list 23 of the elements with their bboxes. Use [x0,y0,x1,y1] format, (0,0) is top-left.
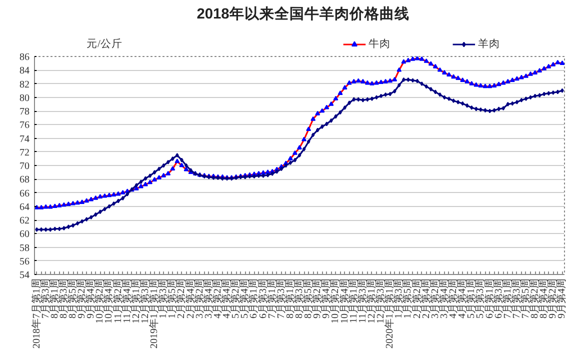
x-tick-label: 8月第3周 [293,278,305,318]
chart-title: 2018年以来全国牛羊肉价格曲线 [196,6,410,22]
legend-label: 羊肉 [478,38,500,50]
y-tick-label: 70 [20,161,30,172]
x-tick-label: 9月第4周 [556,278,568,318]
y-tick-label: 84 [20,66,30,77]
y-tick-label: 82 [20,79,30,90]
y-tick-label: 68 [20,174,30,186]
y-tick-label: 80 [20,92,30,104]
y-tick-label: 72 [20,147,30,158]
y-tick-label: 66 [20,188,30,200]
y-tick-label: 62 [20,216,30,226]
y-tick-label: 74 [20,134,30,145]
legend-label: 牛肉 [368,37,390,50]
y-tick-label: 54 [20,270,30,281]
y-tick-label: 64 [20,202,30,213]
y-tick-label: 86 [20,52,30,63]
y-tick-label: 58 [20,242,30,254]
y-tick-label: 78 [20,106,30,118]
y-tick-label: 76 [20,120,30,132]
y-tick-label: 60 [20,229,30,240]
y-axis-title: 元/公斤 [86,37,122,50]
y-tick-label: 56 [20,256,30,268]
